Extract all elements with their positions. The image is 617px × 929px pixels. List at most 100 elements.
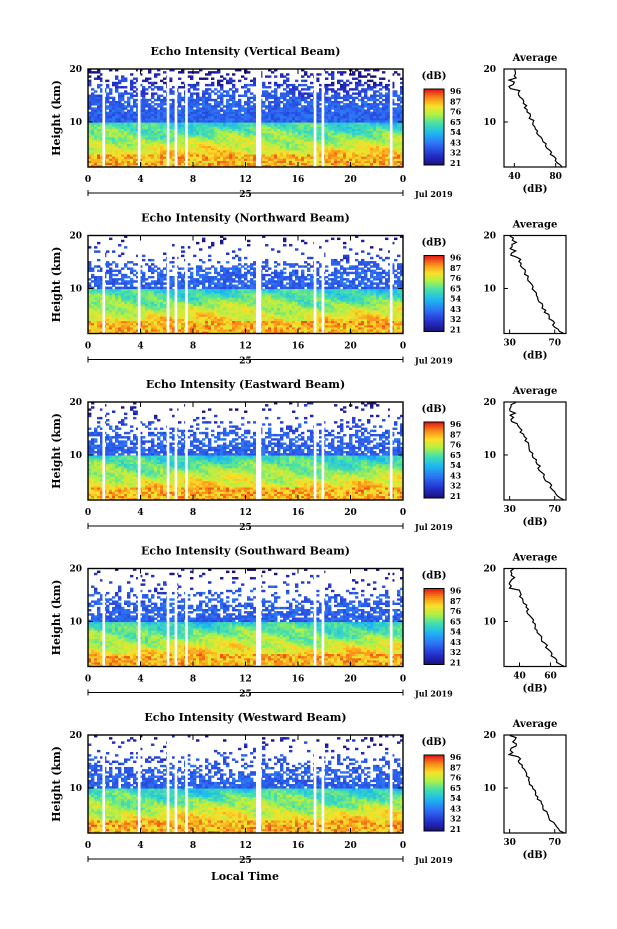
- profile-x-tick-label: 70: [548, 838, 561, 848]
- profile-y-tick-label: 10: [483, 451, 496, 461]
- colorbar-tick-label: 54: [450, 793, 462, 803]
- profile-title: Average: [512, 220, 558, 231]
- y-tick-label: 10: [69, 617, 82, 627]
- profile-y-tick-label: 20: [483, 398, 496, 408]
- data-gap: [313, 735, 317, 833]
- x-tick-label: 0: [85, 175, 91, 185]
- colorbar-tick-label: 21: [450, 824, 461, 834]
- profile-frame: [503, 734, 567, 834]
- colorbar-tick-label: 96: [450, 419, 462, 429]
- date-day-label: 25: [239, 357, 252, 367]
- profile-y-tick-label: 20: [483, 232, 496, 242]
- x-tick-label: 8: [190, 175, 196, 185]
- y-axis-label: Height (km): [50, 80, 63, 156]
- data-gap: [174, 568, 178, 667]
- y-tick-label: 20: [69, 398, 82, 408]
- colorbar-frame: [423, 88, 445, 166]
- y-axis-label: Height (km): [50, 413, 63, 489]
- colorbar-frame: [423, 421, 445, 499]
- profile-x-tick-label: 30: [503, 838, 516, 848]
- colorbar-unit: (dB): [422, 737, 447, 748]
- profile-title: Average: [512, 553, 558, 564]
- colorbar-tick-label: 32: [450, 481, 461, 491]
- x-tick-label: 0: [400, 841, 406, 851]
- profile-y-tick-label: 20: [483, 65, 496, 75]
- x-tick-label: 16: [292, 508, 305, 518]
- profile-frame: [503, 567, 567, 668]
- colorbar-unit: (dB): [422, 404, 447, 415]
- x-tick-label: 20: [344, 841, 357, 851]
- x-tick-label: 16: [292, 675, 305, 685]
- x-tick-label: 20: [344, 508, 357, 518]
- colorbar-tick-label: 54: [450, 627, 462, 637]
- y-axis-label: Height (km): [50, 247, 63, 323]
- profile-y-tick-label: 10: [483, 284, 496, 294]
- data-gap: [174, 69, 178, 167]
- colorbar-frame: [423, 754, 445, 832]
- date-day-label: 25: [239, 190, 252, 200]
- x-tick-label: 16: [292, 841, 305, 851]
- heatmap-cells: [88, 402, 404, 501]
- x-tick-label: 12: [239, 841, 252, 851]
- data-gap: [174, 735, 178, 833]
- colorbar-tick-label: 32: [450, 814, 461, 824]
- colorbar-tick-label: 43: [450, 470, 462, 480]
- x-tick-label: 4: [137, 841, 143, 851]
- colorbar-tick-label: 21: [450, 158, 461, 168]
- x-tick-label: 16: [292, 175, 305, 185]
- colorbar-tick-label: 76: [450, 273, 462, 283]
- profile-y-tick-label: 20: [483, 731, 496, 741]
- date-label: Jul 2019: [414, 522, 453, 532]
- data-gap: [137, 735, 141, 833]
- y-tick-label: 20: [69, 65, 82, 75]
- x-tick-label: 8: [190, 841, 196, 851]
- heatmap-cells: [88, 69, 404, 168]
- data-gap: [137, 568, 141, 667]
- data-gap: [321, 568, 325, 667]
- x-tick-label: 0: [85, 508, 91, 518]
- colorbar-tick-label: 96: [450, 752, 462, 762]
- data-gap: [389, 402, 393, 500]
- x-tick-label: 0: [85, 342, 91, 352]
- x-tick-label: 4: [137, 675, 143, 685]
- data-gap: [389, 568, 393, 667]
- panel-0: Echo Intensity (Vertical Beam) 20 10 Height…: [50, 45, 567, 200]
- profile-line: [508, 568, 565, 668]
- data-gap: [389, 69, 393, 167]
- colorbar-tick-label: 87: [450, 96, 461, 106]
- data-gap: [256, 69, 262, 167]
- panel-2: Echo Intensity (Eastward Beam) 20 10 Height…: [50, 378, 567, 533]
- colorbar-tick-label: 21: [450, 491, 461, 501]
- profile-frame: [503, 401, 567, 501]
- colorbar-tick-label: 43: [450, 304, 462, 314]
- profile-x-axis-label: (dB): [523, 684, 548, 695]
- x-tick-label: 8: [190, 508, 196, 518]
- colorbar-tick-label: 54: [450, 460, 462, 470]
- date-label: Jul 2019: [414, 356, 453, 366]
- y-tick-label: 20: [69, 731, 82, 741]
- x-axis-label-local-time: Local Time: [211, 870, 279, 883]
- data-gap: [313, 568, 317, 667]
- colorbar-tick-label: 43: [450, 637, 462, 647]
- y-axis-label: Height (km): [50, 580, 63, 656]
- colorbar-tick-label: 96: [450, 86, 462, 96]
- x-tick-label: 0: [400, 342, 406, 352]
- colorbar-tick-label: 65: [450, 616, 461, 626]
- colorbar-tick-label: 21: [450, 658, 461, 668]
- x-tick-label: 4: [137, 508, 143, 518]
- y-tick-label: 10: [69, 784, 82, 794]
- x-tick-label: 0: [400, 508, 406, 518]
- heatmap-cells: [88, 568, 404, 667]
- colorbar-unit: (dB): [422, 571, 447, 582]
- x-tick-label: 20: [344, 342, 357, 352]
- panel-title: Echo Intensity (Southward Beam): [141, 545, 350, 558]
- panel-title: Echo Intensity (Northward Beam): [141, 212, 350, 225]
- colorbar-tick-label: 76: [450, 606, 462, 616]
- data-gap: [185, 69, 188, 167]
- colorbar-tick-label: 87: [450, 762, 461, 772]
- x-tick-label: 12: [239, 508, 252, 518]
- colorbar-tick-label: 43: [450, 803, 462, 813]
- data-gap: [185, 568, 188, 667]
- data-gap: [166, 402, 170, 500]
